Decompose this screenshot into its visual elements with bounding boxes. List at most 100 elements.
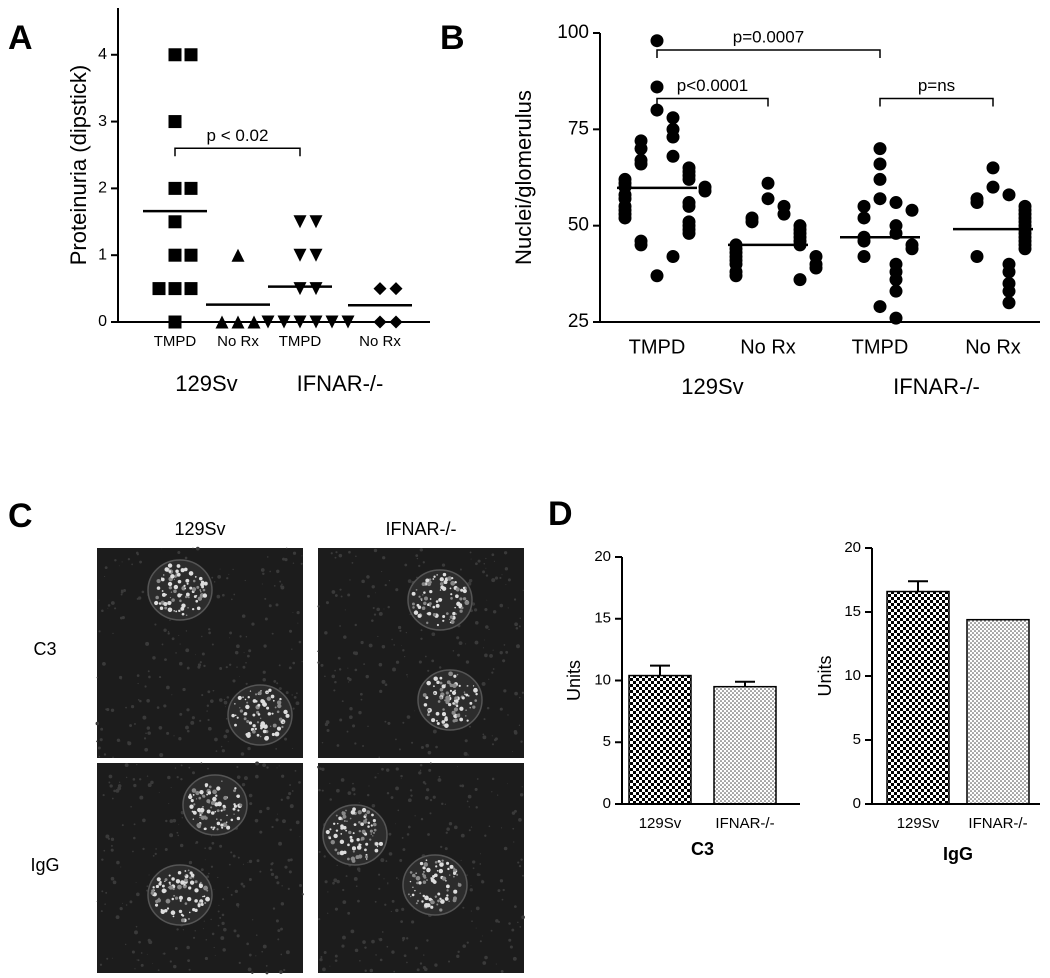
- background-speck: [385, 860, 388, 862]
- background-speck: [334, 680, 337, 684]
- background-speck: [339, 588, 342, 591]
- background-speck: [202, 928, 204, 930]
- background-speck: [289, 804, 294, 809]
- background-speck: [466, 874, 468, 876]
- background-speck: [459, 568, 462, 571]
- glomerulus-speck: [212, 796, 217, 802]
- background-speck: [485, 567, 487, 569]
- glomerulus-speck: [434, 896, 437, 898]
- glomerulus-speck: [425, 696, 429, 700]
- x-tick-label: 129Sv: [897, 815, 940, 832]
- background-speck: [101, 609, 104, 613]
- background-speck: [400, 778, 402, 779]
- glomerulus-speck: [152, 886, 155, 889]
- background-speck: [188, 766, 191, 769]
- background-speck: [513, 598, 517, 601]
- glomerulus-speck: [419, 613, 421, 615]
- background-speck: [169, 833, 174, 838]
- background-speck: [476, 778, 479, 780]
- background-speck: [427, 750, 432, 755]
- background-speck: [418, 771, 422, 775]
- background-speck: [420, 745, 424, 750]
- glomerulus-speck: [430, 900, 435, 905]
- background-speck: [502, 659, 506, 663]
- background-speck: [359, 959, 361, 962]
- glomerulus-speck: [188, 886, 192, 890]
- glomerulus-speck: [328, 837, 332, 840]
- background-speck: [115, 915, 120, 920]
- glomerulus-speck: [426, 879, 428, 882]
- background-speck: [114, 559, 117, 562]
- background-speck: [419, 962, 423, 965]
- background-speck: [452, 650, 455, 652]
- glomerulus-speck: [185, 614, 188, 617]
- y-tick-label: 20: [844, 539, 861, 556]
- background-speck: [178, 737, 182, 741]
- glomerulus-speck: [437, 700, 441, 703]
- glomerulus-speck: [435, 600, 439, 603]
- background-speck: [147, 783, 152, 788]
- background-speck: [495, 919, 499, 923]
- glomerulus-speck: [416, 881, 419, 885]
- background-speck: [499, 879, 504, 883]
- glomerulus-speck: [422, 894, 426, 898]
- glomerulus-speck: [156, 578, 161, 584]
- background-speck: [301, 555, 303, 557]
- glomerulus-speck: [413, 875, 416, 878]
- data-point: [889, 273, 903, 287]
- glomerulus-speck: [154, 600, 159, 606]
- background-speck: [352, 651, 357, 655]
- background-speck: [280, 585, 283, 588]
- background-speck: [203, 664, 206, 668]
- micrographs: [95, 546, 525, 975]
- glomerulus-speck: [440, 585, 445, 590]
- x-tick-label: No Rx: [965, 336, 1021, 358]
- glomerulus-speck: [221, 826, 224, 829]
- background-speck: [465, 643, 467, 645]
- background-speck: [379, 689, 383, 693]
- background-speck: [378, 873, 381, 876]
- background-speck: [159, 752, 164, 757]
- glomerulus-speck: [336, 822, 339, 825]
- background-speck: [166, 731, 170, 735]
- glomerulus-speck: [370, 833, 373, 835]
- data-point: [873, 142, 887, 156]
- background-speck: [398, 748, 401, 751]
- background-speck: [278, 841, 283, 846]
- glomerulus-speck: [463, 691, 466, 693]
- background-speck: [242, 665, 246, 669]
- background-speck: [384, 584, 387, 587]
- background-speck: [514, 622, 518, 627]
- background-speck: [406, 833, 410, 836]
- glomerulus-speck: [439, 897, 442, 900]
- background-speck: [388, 852, 393, 856]
- background-speck: [395, 823, 396, 825]
- background-speck: [278, 765, 280, 767]
- background-speck: [147, 731, 151, 735]
- glomerulus-speck: [173, 610, 175, 612]
- background-speck: [220, 745, 223, 748]
- background-speck: [382, 556, 386, 560]
- background-speck: [252, 919, 254, 921]
- glomerulus-speck: [433, 685, 435, 688]
- glomerulus-speck: [452, 719, 456, 723]
- glomerulus-speck: [372, 819, 376, 823]
- glomerulus-speck: [222, 822, 228, 828]
- background-speck: [125, 904, 128, 906]
- background-speck: [342, 900, 347, 905]
- background-speck: [329, 798, 332, 801]
- background-speck: [207, 767, 209, 770]
- background-speck: [329, 782, 331, 784]
- background-speck: [208, 872, 210, 875]
- glomerulus-speck: [357, 810, 362, 815]
- background-speck: [169, 619, 171, 622]
- background-speck: [360, 698, 363, 701]
- background-speck: [248, 793, 253, 798]
- background-speck: [499, 650, 503, 655]
- background-speck: [220, 936, 225, 941]
- background-speck: [211, 932, 215, 936]
- significance-label: p < 0.02: [207, 126, 269, 145]
- glomerulus-speck: [360, 836, 365, 841]
- glomerulus-speck: [436, 574, 438, 576]
- background-speck: [283, 968, 286, 972]
